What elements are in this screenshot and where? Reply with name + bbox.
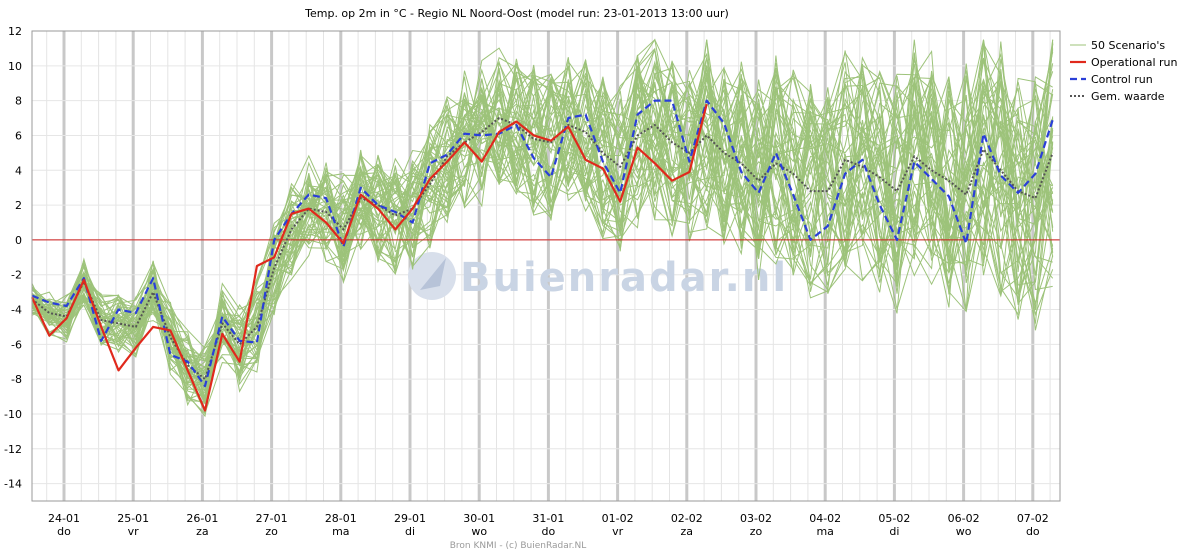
legend: 50 Scenario's Operational run Control run G… [1070,39,1178,103]
x-tick-day: do [542,525,556,538]
y-tick-label: 12 [8,25,22,38]
x-tick-day: do [1026,525,1040,538]
chart-title: Temp. op 2m in °C - Regio NL Noord-Oost … [304,7,729,20]
x-tick-day: ma [816,525,833,538]
x-tick-date: 30-01 [463,512,495,525]
y-tick-label: 4 [15,164,22,177]
control-run-line [31,99,1054,388]
legend-operational-run-label: Operational run [1091,56,1178,69]
legend-mean-label: Gem. waarde [1091,90,1165,103]
ensemble-member-line [31,68,1054,369]
ensemble-member-line [31,47,1054,352]
x-tick-date: 03-02 [740,512,772,525]
legend-scenarios-label: 50 Scenario's [1091,39,1165,52]
plot-border [31,30,1061,502]
ensemble-member-line [31,38,1054,399]
y-tick-label: -10 [4,408,22,421]
x-tick-date: 06-02 [948,512,980,525]
x-tick-day: zo [265,525,278,538]
x-tick-date: 05-02 [878,512,910,525]
x-tick-day: wo [956,525,972,538]
ensemble-member-line [31,38,1054,378]
y-axis-ticks: 12 10 8 6 4 2 0 -2 -4 -6 -8 -10 -12 -14 [4,25,22,491]
x-tick-day: za [681,525,694,538]
x-tick-date: 24-01 [48,512,80,525]
y-tick-label: -6 [11,338,22,351]
x-tick-date: 25-01 [117,512,149,525]
y-tick-label: 10 [8,60,22,73]
x-tick-date: 28-01 [325,512,357,525]
y-tick-label: -8 [11,373,22,386]
series-lines [30,99,1054,412]
x-tick-date: 29-01 [394,512,426,525]
y-tick-label: -14 [4,478,22,491]
watermark-logo-drop [420,258,446,290]
x-tick-day: za [196,525,209,538]
x-tick-date: 07-02 [1017,512,1049,525]
y-tick-label: -2 [11,269,22,282]
x-tick-date: 02-02 [671,512,703,525]
ensemble-lines [31,38,1054,418]
x-tick-date: 27-01 [256,512,288,525]
watermark-text: Buienradar.nl [460,255,788,301]
ensemble-member-line [31,43,1054,387]
ensemble-member-line [31,60,1054,380]
ensemble-member-line [31,78,1054,386]
y-tick-label: 2 [15,199,22,212]
x-tick-date: 04-02 [809,512,841,525]
ensemble-member-line [31,63,1054,405]
legend-control-run-label: Control run [1091,73,1153,86]
x-axis-ticks: 24-01do25-01vr26-01za27-01zo28-01ma29-01… [48,512,1049,538]
grid-lines [32,30,1060,501]
x-tick-day: zo [750,525,763,538]
ensemble-member-line [31,39,1054,379]
ensemble-member-line [31,48,1054,407]
y-tick-label: 8 [15,95,22,108]
x-tick-date: 01-02 [602,512,634,525]
x-tick-day: wo [471,525,487,538]
mean-line [31,117,1054,381]
x-tick-date: 31-01 [532,512,564,525]
x-tick-day: di [889,525,899,538]
source-credit: Bron KNMI - (c) BuienRadar.NL [450,541,587,550]
x-tick-day: ma [332,525,349,538]
y-tick-label: -4 [11,304,22,317]
x-tick-day: vr [128,525,140,538]
y-tick-label: 6 [15,129,22,142]
watermark: Buienradar.nl [408,252,788,301]
x-tick-date: 26-01 [186,512,218,525]
x-tick-day: vr [612,525,624,538]
x-tick-day: do [57,525,71,538]
y-tick-label: 0 [15,234,22,247]
x-tick-day: di [405,525,415,538]
ensemble-member-line [31,39,1054,404]
y-tick-label: -12 [4,443,22,456]
operational-run-line [30,103,708,412]
